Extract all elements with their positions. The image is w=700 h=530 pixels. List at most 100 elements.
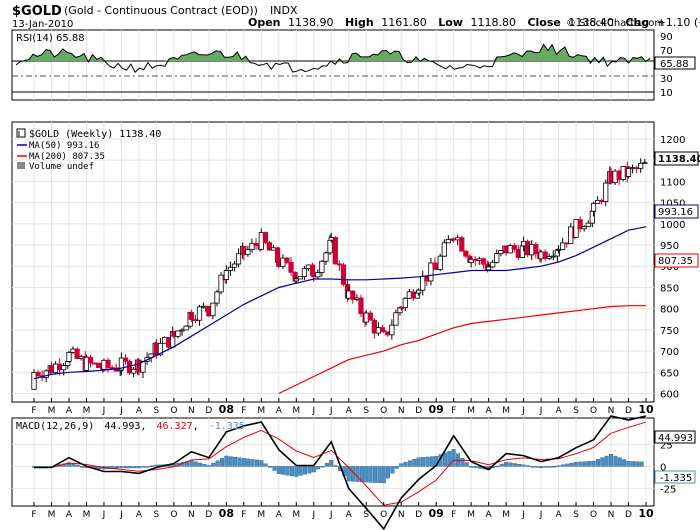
macd-histogram-bar	[154, 464, 159, 467]
x-tick-label: A	[555, 510, 562, 520]
macd-tick-label: 25	[660, 440, 673, 451]
candle-up	[494, 253, 500, 263]
low-value: 1118.80	[470, 16, 516, 29]
candle-up	[555, 249, 562, 251]
rsi-panel: RSI(14) 65.88 9070503010 65.88	[11, 29, 696, 101]
price-panel: 1200115011001050100095090085080075070065…	[11, 121, 700, 403]
candle-up	[560, 242, 566, 250]
candle-up	[389, 324, 395, 336]
x-tick-label: A	[136, 510, 143, 520]
x-tick-label: O	[380, 510, 387, 520]
macd-histogram-bar	[150, 465, 155, 467]
macd-panel: MACD(12,26,9) 44.993, 46.327, -1.335 25 0…	[11, 415, 696, 530]
x-tick-label: D	[415, 510, 422, 520]
macd-histogram-bar	[346, 466, 351, 482]
candle-down	[463, 250, 469, 257]
x-tick-label: M	[502, 406, 510, 416]
close-label: Close	[527, 16, 560, 29]
x-tick-label: S	[154, 510, 160, 520]
macd-histogram-bar	[547, 466, 552, 468]
macd-histogram-bar	[626, 461, 631, 467]
x-tick-label: M	[48, 406, 56, 416]
macd-histogram-bar	[534, 466, 539, 468]
chart-name: (Gold - Continuous Contract (EOD))	[64, 4, 258, 17]
x-tick-label: A	[346, 406, 353, 416]
chg-value: +1.10 (+0.10%)	[657, 16, 700, 29]
macd-histogram-bar	[403, 461, 408, 467]
candle-down	[542, 251, 548, 259]
macd-histogram-bar	[71, 463, 76, 467]
candle-down	[74, 348, 80, 359]
x-tick-label: J	[329, 406, 333, 416]
candle-up	[249, 242, 255, 251]
candle-up	[486, 266, 492, 271]
macd-histogram-bar	[215, 460, 220, 467]
macd-histogram-bar	[578, 461, 583, 467]
macd-histogram-bar	[473, 466, 478, 468]
macd-histogram-bar	[399, 463, 404, 467]
x-tick-label: F	[241, 406, 246, 416]
macd-histogram-bar	[539, 466, 544, 469]
candle-up	[231, 263, 238, 268]
candle-down	[358, 297, 364, 314]
macd-value-tag	[654, 430, 696, 444]
price-tick-label: 650	[660, 368, 679, 379]
macd-histogram-bar	[521, 464, 526, 467]
macd-histogram-bar	[394, 466, 399, 469]
candle-down	[266, 242, 273, 251]
x-tick-label: M	[467, 510, 475, 520]
candle-down	[35, 372, 41, 377]
candle-up	[603, 182, 609, 202]
macd-histogram-bar	[591, 460, 596, 467]
candle-up	[297, 276, 303, 280]
legend-main: $GOLD (Weekly) 1138.40	[29, 129, 161, 140]
x-tick-label: M	[467, 406, 475, 416]
macd-histogram-bar	[525, 465, 530, 467]
macd-histogram-bar	[386, 466, 391, 479]
macd-histogram-bar	[119, 466, 124, 469]
legend-volume: Volume undef	[29, 162, 94, 172]
macd-histogram-bar	[412, 458, 417, 467]
x-tick-label: N	[188, 406, 195, 416]
candle-up	[66, 352, 72, 362]
candle-down	[459, 237, 465, 252]
macd-histogram-bar	[604, 455, 609, 467]
macd-histogram-bar	[460, 457, 465, 467]
candle-up	[179, 329, 185, 332]
high-value: 1161.80	[381, 16, 427, 29]
x-tick-label: D	[205, 406, 212, 416]
ma50-tag	[654, 204, 699, 219]
price-tick-label: 1100	[660, 177, 685, 188]
x-tick-label: N	[188, 510, 195, 520]
candle-up	[43, 370, 49, 378]
candle-up	[131, 368, 137, 374]
x-tick-label: J	[119, 510, 123, 520]
x-tick-label: 10	[638, 507, 654, 520]
macd-label: MACD(12,26,9)	[16, 421, 94, 432]
candle-up	[218, 274, 224, 293]
candle-up	[642, 162, 648, 165]
macd-histogram-bar	[228, 456, 233, 467]
ohlc-readout: Open 1138.90 High 1161.80 Low 1118.80 Cl…	[248, 16, 700, 29]
candle-up	[468, 258, 474, 263]
candle-down	[533, 243, 539, 255]
macd-histogram-bar	[609, 454, 614, 467]
candle-up	[441, 242, 447, 257]
macd-histogram-bar	[193, 461, 198, 467]
candle-up	[437, 255, 443, 270]
x-tick-label: F	[31, 510, 36, 520]
macd-histogram-bar	[311, 466, 316, 473]
x-tick-label: N	[608, 406, 615, 416]
ma200-tag-text: 807.35	[658, 256, 693, 267]
x-tick-label: J	[102, 510, 106, 520]
macd-histogram-bar	[219, 458, 224, 467]
macd-histogram-bar	[80, 466, 85, 468]
x-tick-label: M	[502, 510, 510, 520]
open-label: Open	[248, 16, 281, 29]
x-tick-label: J	[311, 510, 315, 520]
macd-histogram-bar	[552, 465, 557, 468]
macd-histogram-bar	[141, 466, 146, 468]
macd-tick-label: -25	[660, 484, 676, 495]
legend-ma200: MA(200) 807.35	[29, 152, 105, 162]
rsi-value-tag	[654, 56, 696, 70]
